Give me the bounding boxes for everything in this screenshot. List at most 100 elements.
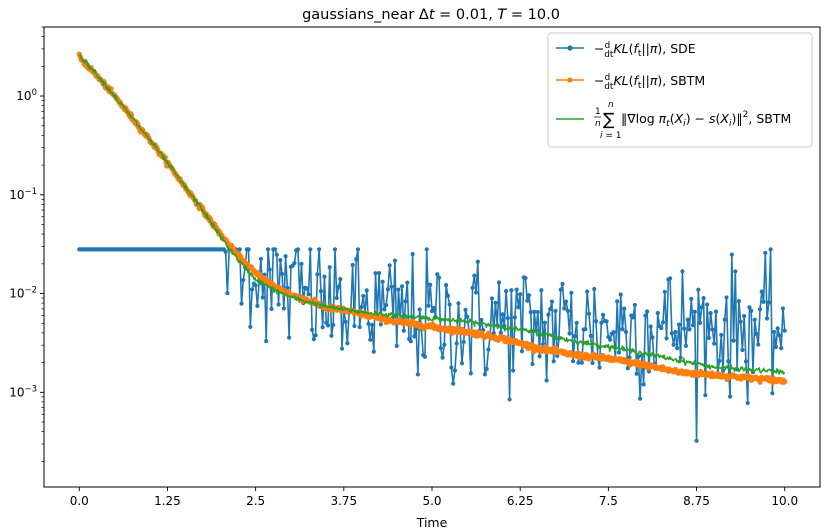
data-point-sde [706, 335, 711, 341]
legend-label-score-error-fraction: 1 [595, 107, 601, 117]
data-point-sde [384, 303, 389, 308]
data-point-sde [782, 328, 787, 333]
data-point-sde [322, 274, 327, 279]
data-point-sde [511, 368, 516, 373]
data-point-sde [272, 247, 278, 252]
data-point-sde [710, 327, 715, 332]
data-point-sde [780, 306, 786, 311]
x-tick-label: 8.75 [683, 494, 710, 508]
data-point-sde [662, 289, 667, 294]
data-point-sde [530, 361, 535, 367]
data-point-sde [265, 247, 271, 252]
data-point-sde [336, 284, 341, 289]
data-point-sde [703, 393, 708, 398]
data-point-sde [267, 267, 272, 272]
data-point-sde [449, 365, 454, 370]
data-point-sde [586, 311, 592, 316]
data-point-sde [331, 322, 336, 327]
data-point-sde [279, 271, 285, 277]
data-point-sde [593, 319, 599, 324]
x-tick-label: 5.0 [422, 494, 441, 508]
data-point-sde [429, 309, 435, 314]
y-tick-label: 100 [16, 88, 37, 103]
data-point-sde [339, 346, 345, 351]
legend-label-score-error-n: n [595, 119, 601, 129]
data-point-sde [563, 299, 569, 304]
data-point-sde [385, 287, 391, 292]
data-point-sde [643, 313, 648, 318]
legend-label-score-error: ‖∇log πt(Xi) − s(Xi)‖2, SBTM [621, 110, 791, 129]
data-point-sde [664, 336, 669, 341]
x-tick-label: 10.0 [771, 494, 798, 508]
data-point-sde [673, 329, 678, 335]
data-point-sde [403, 299, 408, 304]
data-point-sde [599, 320, 604, 325]
data-point-sde [366, 321, 371, 326]
data-point-sde [382, 307, 387, 312]
data-point-sde [454, 341, 459, 346]
series-line-score-error [78, 54, 786, 375]
data-point-sde [315, 272, 320, 277]
data-point-sde [317, 247, 322, 252]
data-point-sde [537, 354, 542, 359]
chart-title: gaussians_near Δt = 0.01, T = 10.0 [302, 7, 560, 23]
data-point-sde [258, 256, 264, 262]
data-point-sde [585, 289, 590, 294]
data-point-sde [470, 285, 475, 290]
data-point-sde [742, 314, 747, 319]
axes-layer: 0.0 1.25 2.5 3.75 5.0 6.25 7.5 8.75 10.0 10−3 10−2… [9, 26, 798, 508]
data-point-sde [359, 304, 364, 310]
data-point-sde [278, 258, 283, 263]
data-point-sde [496, 280, 502, 285]
legend-label-sde: −d dtKL(ft||π), SDE [594, 41, 696, 60]
data-point-sde [618, 292, 623, 297]
data-point-sde [241, 277, 246, 283]
data-point-sde [489, 296, 495, 301]
data-point-sde [486, 347, 491, 352]
data-point-sde [451, 381, 456, 386]
legend-marker-sbtm [567, 77, 573, 83]
data-point-sde [484, 366, 489, 371]
legend-box [547, 32, 813, 148]
data-point-sde [327, 265, 332, 270]
data-point-sde [719, 332, 724, 338]
data-point-sde [396, 287, 401, 292]
legend-label-score-error-sum-top: n [608, 100, 614, 110]
data-point-sde [410, 252, 415, 257]
data-point-sde [376, 270, 382, 276]
data-point-sde [357, 324, 362, 330]
data-point-sde [616, 350, 622, 355]
data-point-sde [369, 322, 375, 328]
data-point-sde [468, 371, 473, 376]
data-point-sde [779, 345, 784, 351]
data-point-sde [650, 335, 655, 340]
data-point-sde [588, 333, 593, 338]
data-point-sde [689, 296, 694, 301]
data-point-sde [380, 279, 385, 284]
data-point-sde [519, 349, 525, 354]
data-point-sde [435, 272, 440, 277]
data-point-sde [539, 288, 544, 293]
data-point-sde [743, 359, 749, 364]
data-point-sde [687, 327, 692, 332]
data-point-sde [332, 247, 338, 252]
data-point-sde [237, 247, 242, 252]
data-point-sde [528, 310, 533, 315]
data-point-sde [641, 382, 646, 387]
data-point-sde [445, 293, 450, 298]
data-point-sde [225, 290, 230, 296]
data-point-sde [669, 331, 674, 336]
data-point-sde [630, 315, 636, 320]
data-point-sde [525, 298, 530, 303]
data-point-sde [685, 317, 690, 322]
y-tick-label: 10−1 [9, 187, 37, 202]
data-point-sde [590, 360, 595, 366]
data-point-sde [729, 252, 734, 257]
series-layer [76, 51, 788, 443]
data-point-sde [394, 343, 399, 348]
data-point-sde [717, 358, 722, 363]
data-point-sde [749, 308, 754, 313]
data-point-sde [361, 293, 366, 299]
data-point-sde [507, 397, 512, 402]
data-point-sde [567, 331, 572, 336]
